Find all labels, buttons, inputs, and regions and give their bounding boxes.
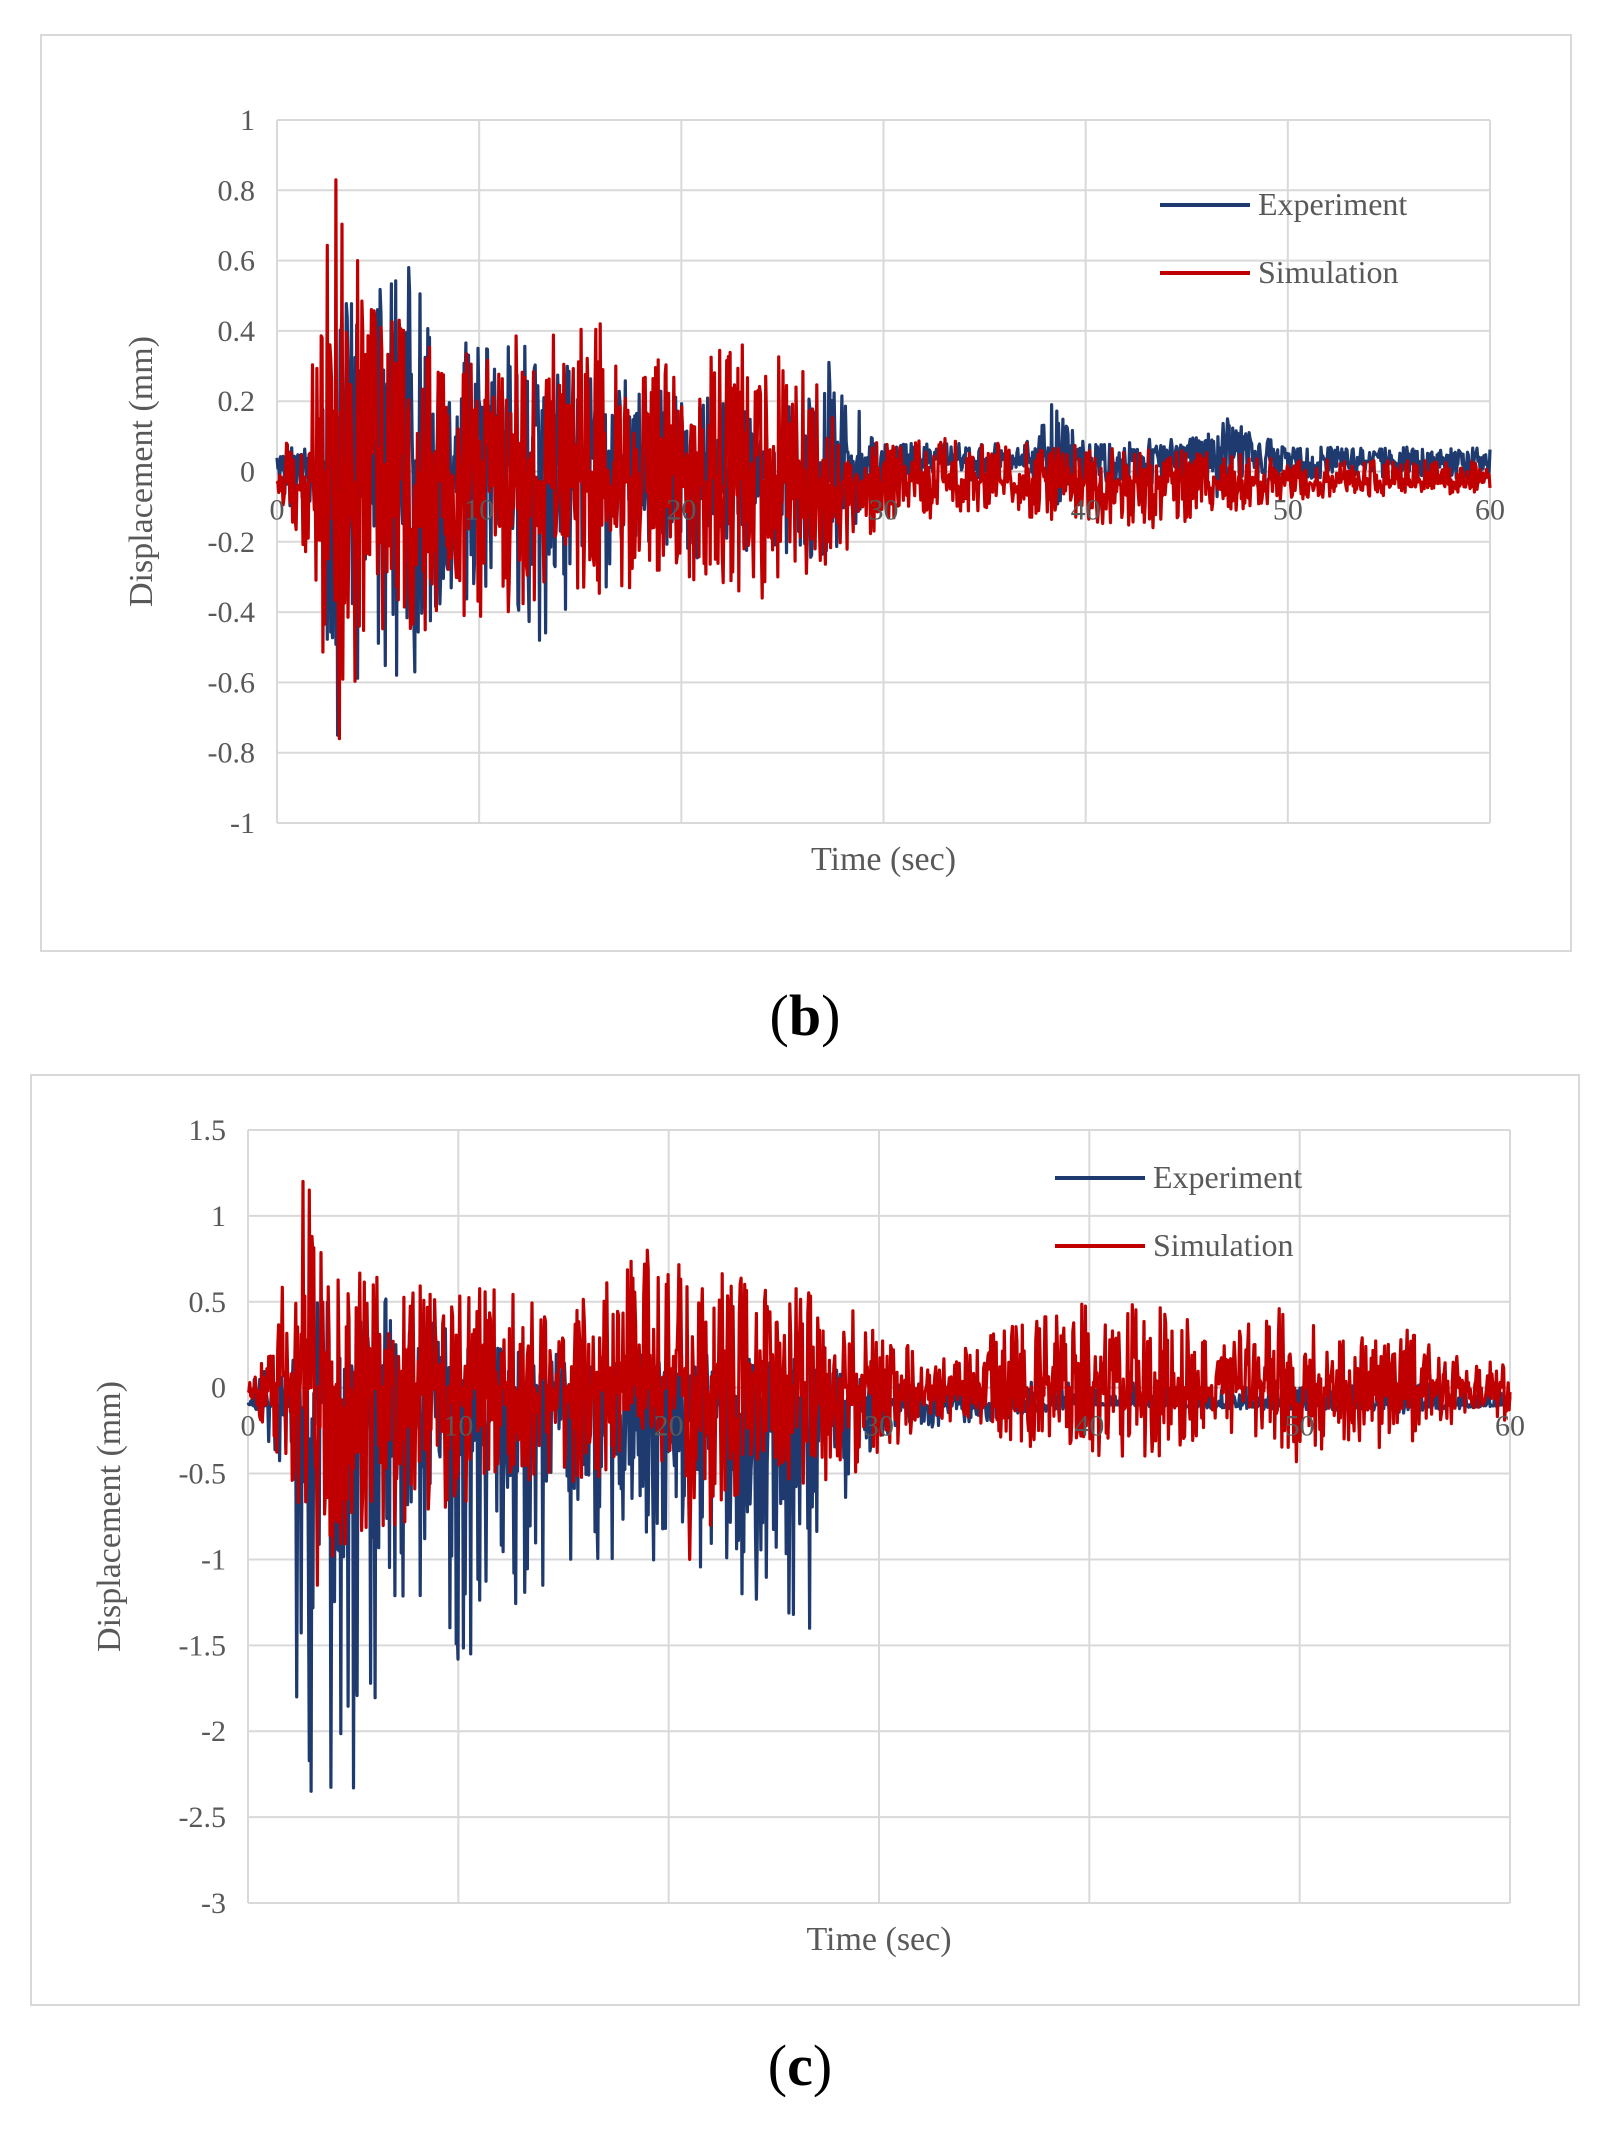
y-tick-label: 0.6 — [218, 245, 256, 278]
x-axis-label: Time (sec) — [811, 841, 956, 878]
legend-label-simulation: Simulation — [1153, 1227, 1293, 1263]
panel-c-label: (c) — [767, 2033, 833, 2098]
x-tick-label: 20 — [666, 494, 696, 527]
x-tick-label: 50 — [1285, 1410, 1315, 1443]
y-tick-label: 1 — [211, 1200, 226, 1233]
y-tick-label: -3 — [201, 1887, 226, 1920]
y-tick-label: -2 — [201, 1715, 226, 1748]
x-tick-label: 30 — [864, 1410, 894, 1443]
x-tick-label: 60 — [1495, 1410, 1525, 1443]
y-tick-label: 0 — [211, 1372, 226, 1405]
y-tick-label: -2.5 — [179, 1801, 227, 1834]
y-tick-label: -0.2 — [208, 526, 256, 559]
series-line-simulation — [275, 178, 1492, 741]
y-tick-label: -1 — [230, 807, 255, 840]
legend-label-experiment: Experiment — [1153, 1159, 1302, 1195]
series-line-simulation — [246, 1179, 1512, 1587]
y-tick-label: 0.4 — [218, 315, 256, 348]
x-tick-label: 40 — [1071, 494, 1101, 527]
x-tick-label: 60 — [1475, 494, 1505, 527]
y-tick-label: -1 — [201, 1543, 226, 1576]
y-tick-label: 1.5 — [189, 1114, 227, 1147]
y-tick-label: 1 — [240, 104, 255, 137]
y-tick-label: -0.5 — [179, 1458, 227, 1491]
legend-label-experiment: Experiment — [1258, 186, 1407, 222]
y-tick-label: -1.5 — [179, 1629, 227, 1662]
y-tick-label: -0.4 — [208, 596, 256, 629]
legend-label-simulation: Simulation — [1258, 254, 1398, 290]
x-axis-label: Time (sec) — [806, 1921, 951, 1958]
y-tick-label: 0.8 — [218, 174, 256, 207]
chart-b: 1 0.8 0.6 0.4 0.2 0 -0.2 -0.4 -0.6 -0.8 -1 0 10 20 30 4… — [123, 104, 1505, 878]
x-tick-label: 10 — [443, 1410, 473, 1443]
y-tick-label: 0 — [240, 456, 255, 489]
y-tick-label: -0.6 — [208, 666, 256, 699]
x-tick-label: 30 — [869, 494, 899, 527]
x-tick-label: 0 — [241, 1410, 256, 1443]
x-tick-label: 10 — [464, 494, 494, 527]
y-axis-label: Displacement (mm) — [123, 336, 160, 607]
y-tick-label: -0.8 — [208, 737, 256, 770]
x-tick-label: 40 — [1074, 1410, 1104, 1443]
x-tick-label: 20 — [654, 1410, 684, 1443]
chart-c: 1.5 1 0.5 0 -0.5 -1 -1.5 -2 -2.5 -3 0 10 20 30 40 50 60 T… — [91, 1114, 1525, 1958]
panel-c-frame — [30, 1074, 1580, 2006]
panel-b-label: (b) — [769, 983, 841, 1048]
y-tick-label: 0.5 — [189, 1286, 227, 1319]
x-tick-label: 0 — [270, 494, 285, 527]
y-axis-label: Displacement (mm) — [91, 1381, 128, 1652]
y-tick-label: 0.2 — [218, 385, 256, 418]
x-tick-label: 50 — [1273, 494, 1303, 527]
